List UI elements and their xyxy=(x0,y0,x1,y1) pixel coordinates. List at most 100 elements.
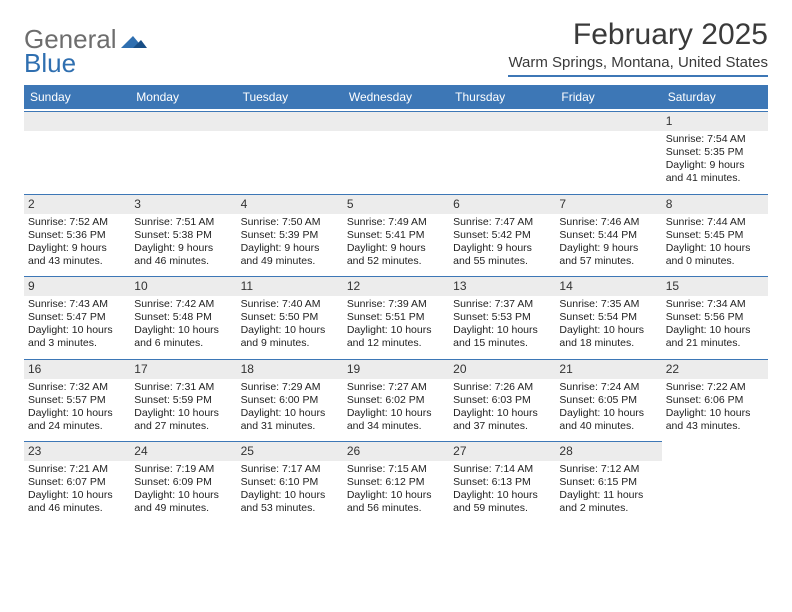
day-number: 9 xyxy=(24,276,130,296)
weekday-header: Thursday xyxy=(449,85,555,109)
daylight-text: Daylight: 10 hours and 24 minutes. xyxy=(28,407,126,433)
day-cell: 5Sunrise: 7:49 AMSunset: 5:41 PMDaylight… xyxy=(343,192,449,275)
daylight-text: Daylight: 9 hours and 43 minutes. xyxy=(28,242,126,268)
sunrise-text: Sunrise: 7:50 AM xyxy=(241,216,339,229)
day-cell: 15Sunrise: 7:34 AMSunset: 5:56 PMDayligh… xyxy=(662,274,768,357)
daylight-text: Daylight: 9 hours and 49 minutes. xyxy=(241,242,339,268)
daylight-text: Daylight: 10 hours and 43 minutes. xyxy=(666,407,764,433)
weekday-header: Saturday xyxy=(662,85,768,109)
day-number: 25 xyxy=(237,441,343,461)
day-cell: 4 Sunrise: 7:50 AMSunset: 5:39 PMDaylight… xyxy=(237,192,343,275)
sunset-text: Sunset: 6:12 PM xyxy=(347,476,445,489)
day-info: Sunrise: 7:26 AMSunset: 6:03 PMDaylight:… xyxy=(453,381,551,434)
day-info: Sunrise: 7:31 AMSunset: 5:59 PMDaylight:… xyxy=(134,381,232,434)
flag-icon xyxy=(121,30,149,50)
sunrise-text: Sunrise: 7:47 AM xyxy=(453,216,551,229)
sunset-text: Sunset: 6:05 PM xyxy=(559,394,657,407)
day-number: 4 xyxy=(237,194,343,214)
sunset-text: Sunset: 5:35 PM xyxy=(666,146,764,159)
day-cell: 13Sunrise: 7:37 AMSunset: 5:53 PMDayligh… xyxy=(449,274,555,357)
day-cell: 3Sunrise: 7:51 AMSunset: 5:38 PMDaylight… xyxy=(130,192,236,275)
sunrise-text: Sunrise: 7:44 AM xyxy=(666,216,764,229)
sunrise-text: Sunrise: 7:12 AM xyxy=(559,463,657,476)
sunrise-text: Sunrise: 7:17 AM xyxy=(241,463,339,476)
day-number: 26 xyxy=(343,441,449,461)
sunset-text: Sunset: 5:56 PM xyxy=(666,311,764,324)
sunrise-text: Sunrise: 7:35 AM xyxy=(559,298,657,311)
day-info: Sunrise: 7:24 AMSunset: 6:05 PMDaylight:… xyxy=(559,381,657,434)
daylight-text: Daylight: 10 hours and 49 minutes. xyxy=(134,489,232,515)
sunset-text: Sunset: 5:53 PM xyxy=(453,311,551,324)
sunrise-text: Sunrise: 7:34 AM xyxy=(666,298,764,311)
weekday-header: Friday xyxy=(555,85,661,109)
day-number: 19 xyxy=(343,359,449,379)
day-number xyxy=(24,111,130,131)
day-info: Sunrise: 7:39 AMSunset: 5:51 PMDaylight:… xyxy=(347,298,445,351)
sunset-text: Sunset: 5:38 PM xyxy=(134,229,232,242)
sunset-text: Sunset: 6:15 PM xyxy=(559,476,657,489)
weekday-header: Wednesday xyxy=(343,85,449,109)
day-number xyxy=(555,111,661,131)
day-number: 6 xyxy=(449,194,555,214)
sunset-text: Sunset: 5:42 PM xyxy=(453,229,551,242)
sunset-text: Sunset: 5:39 PM xyxy=(241,229,339,242)
day-number: 28 xyxy=(555,441,661,461)
weekday-header: Monday xyxy=(130,85,236,109)
day-number xyxy=(343,111,449,131)
brand-part2: Blue xyxy=(24,48,76,79)
sunrise-text: Sunrise: 7:43 AM xyxy=(28,298,126,311)
day-cell: 22Sunrise: 7:22 AMSunset: 6:06 PMDayligh… xyxy=(662,357,768,440)
day-info: Sunrise: 7:44 AMSunset: 5:45 PMDaylight:… xyxy=(666,216,764,269)
day-info: Sunrise: 7:17 AMSunset: 6:10 PMDaylight:… xyxy=(241,463,339,516)
day-cell: 2Sunrise: 7:52 AMSunset: 5:36 PMDaylight… xyxy=(24,192,130,275)
day-cell: 1Sunrise: 7:54 AMSunset: 5:35 PMDaylight… xyxy=(662,109,768,192)
day-number: 22 xyxy=(662,359,768,379)
day-number: 16 xyxy=(24,359,130,379)
sunrise-text: Sunrise: 7:31 AM xyxy=(134,381,232,394)
sunrise-text: Sunrise: 7:26 AM xyxy=(453,381,551,394)
day-number: 10 xyxy=(130,276,236,296)
day-cell: 24Sunrise: 7:19 AMSunset: 6:09 PMDayligh… xyxy=(130,439,236,522)
day-number: 3 xyxy=(130,194,236,214)
day-number: 2 xyxy=(24,194,130,214)
day-info: Sunrise: 7:51 AMSunset: 5:38 PMDaylight:… xyxy=(134,216,232,269)
weekday-header-row: Sunday Monday Tuesday Wednesday Thursday… xyxy=(24,85,768,109)
sunset-text: Sunset: 6:13 PM xyxy=(453,476,551,489)
daylight-text: Daylight: 11 hours and 2 minutes. xyxy=(559,489,657,515)
day-info: Sunrise: 7:22 AMSunset: 6:06 PMDaylight:… xyxy=(666,381,764,434)
day-info: Sunrise: 7:35 AMSunset: 5:54 PMDaylight:… xyxy=(559,298,657,351)
day-info: Sunrise: 7:21 AMSunset: 6:07 PMDaylight:… xyxy=(28,463,126,516)
month-title: February 2025 xyxy=(508,18,768,52)
day-info: Sunrise: 7:46 AMSunset: 5:44 PMDaylight:… xyxy=(559,216,657,269)
sunset-text: Sunset: 6:02 PM xyxy=(347,394,445,407)
day-number xyxy=(237,111,343,131)
day-info: Sunrise: 7:32 AMSunset: 5:57 PMDaylight:… xyxy=(28,381,126,434)
day-number xyxy=(130,111,236,131)
day-info: Sunrise: 7:43 AMSunset: 5:47 PMDaylight:… xyxy=(28,298,126,351)
sunrise-text: Sunrise: 7:51 AM xyxy=(134,216,232,229)
day-number: 18 xyxy=(237,359,343,379)
sunrise-text: Sunrise: 7:39 AM xyxy=(347,298,445,311)
day-cell xyxy=(237,109,343,192)
sunrise-text: Sunrise: 7:14 AM xyxy=(453,463,551,476)
day-info: Sunrise: 7:27 AMSunset: 6:02 PMDaylight:… xyxy=(347,381,445,434)
day-number xyxy=(449,111,555,131)
daylight-text: Daylight: 10 hours and 53 minutes. xyxy=(241,489,339,515)
day-info: Sunrise: 7:52 AMSunset: 5:36 PMDaylight:… xyxy=(28,216,126,269)
sunset-text: Sunset: 6:03 PM xyxy=(453,394,551,407)
day-cell: 14Sunrise: 7:35 AMSunset: 5:54 PMDayligh… xyxy=(555,274,661,357)
sunset-text: Sunset: 5:51 PM xyxy=(347,311,445,324)
daylight-text: Daylight: 10 hours and 46 minutes. xyxy=(28,489,126,515)
day-cell: 10Sunrise: 7:42 AMSunset: 5:48 PMDayligh… xyxy=(130,274,236,357)
calendar-page: General February 2025 Warm Springs, Mont… xyxy=(0,0,792,522)
day-cell: 9Sunrise: 7:43 AMSunset: 5:47 PMDaylight… xyxy=(24,274,130,357)
sunrise-text: Sunrise: 7:49 AM xyxy=(347,216,445,229)
sunset-text: Sunset: 5:36 PM xyxy=(28,229,126,242)
daylight-text: Daylight: 9 hours and 41 minutes. xyxy=(666,159,764,185)
daylight-text: Daylight: 9 hours and 57 minutes. xyxy=(559,242,657,268)
sunrise-text: Sunrise: 7:54 AM xyxy=(666,133,764,146)
location-subtitle: Warm Springs, Montana, United States xyxy=(508,54,768,77)
daylight-text: Daylight: 10 hours and 6 minutes. xyxy=(134,324,232,350)
day-cell: 28 Sunrise: 7:12 AMSunset: 6:15 PMDayligh… xyxy=(555,439,661,522)
sunset-text: Sunset: 5:50 PM xyxy=(241,311,339,324)
